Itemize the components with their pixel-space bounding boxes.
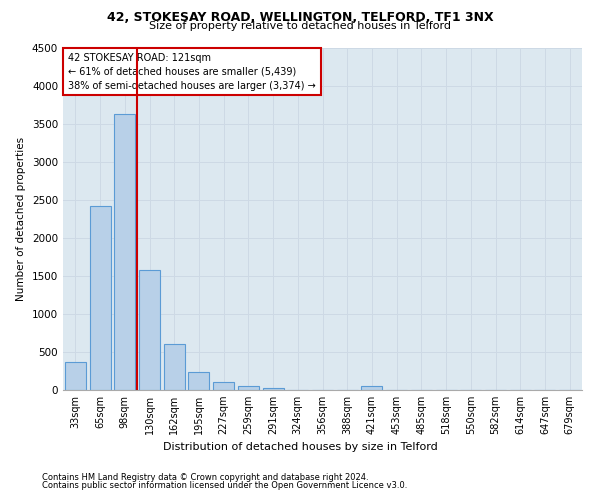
- Bar: [188, 372, 209, 390]
- Bar: [65, 362, 86, 390]
- Text: 42, STOKESAY ROAD, WELLINGTON, TELFORD, TF1 3NX: 42, STOKESAY ROAD, WELLINGTON, TELFORD, …: [107, 11, 493, 24]
- Text: Contains public sector information licensed under the Open Government Licence v3: Contains public sector information licen…: [42, 481, 407, 490]
- Bar: [263, 388, 284, 390]
- Y-axis label: Number of detached properties: Number of detached properties: [16, 136, 26, 301]
- Bar: [89, 206, 110, 390]
- Bar: [238, 386, 259, 390]
- Bar: [114, 114, 135, 390]
- Text: 42 STOKESAY ROAD: 121sqm
← 61% of detached houses are smaller (5,439)
38% of sem: 42 STOKESAY ROAD: 121sqm ← 61% of detach…: [68, 52, 316, 90]
- Text: Distribution of detached houses by size in Telford: Distribution of detached houses by size …: [163, 442, 437, 452]
- Bar: [164, 344, 185, 390]
- Bar: [213, 382, 234, 390]
- Text: Contains HM Land Registry data © Crown copyright and database right 2024.: Contains HM Land Registry data © Crown c…: [42, 472, 368, 482]
- Text: Size of property relative to detached houses in Telford: Size of property relative to detached ho…: [149, 21, 451, 31]
- Bar: [361, 386, 382, 390]
- Bar: [139, 270, 160, 390]
